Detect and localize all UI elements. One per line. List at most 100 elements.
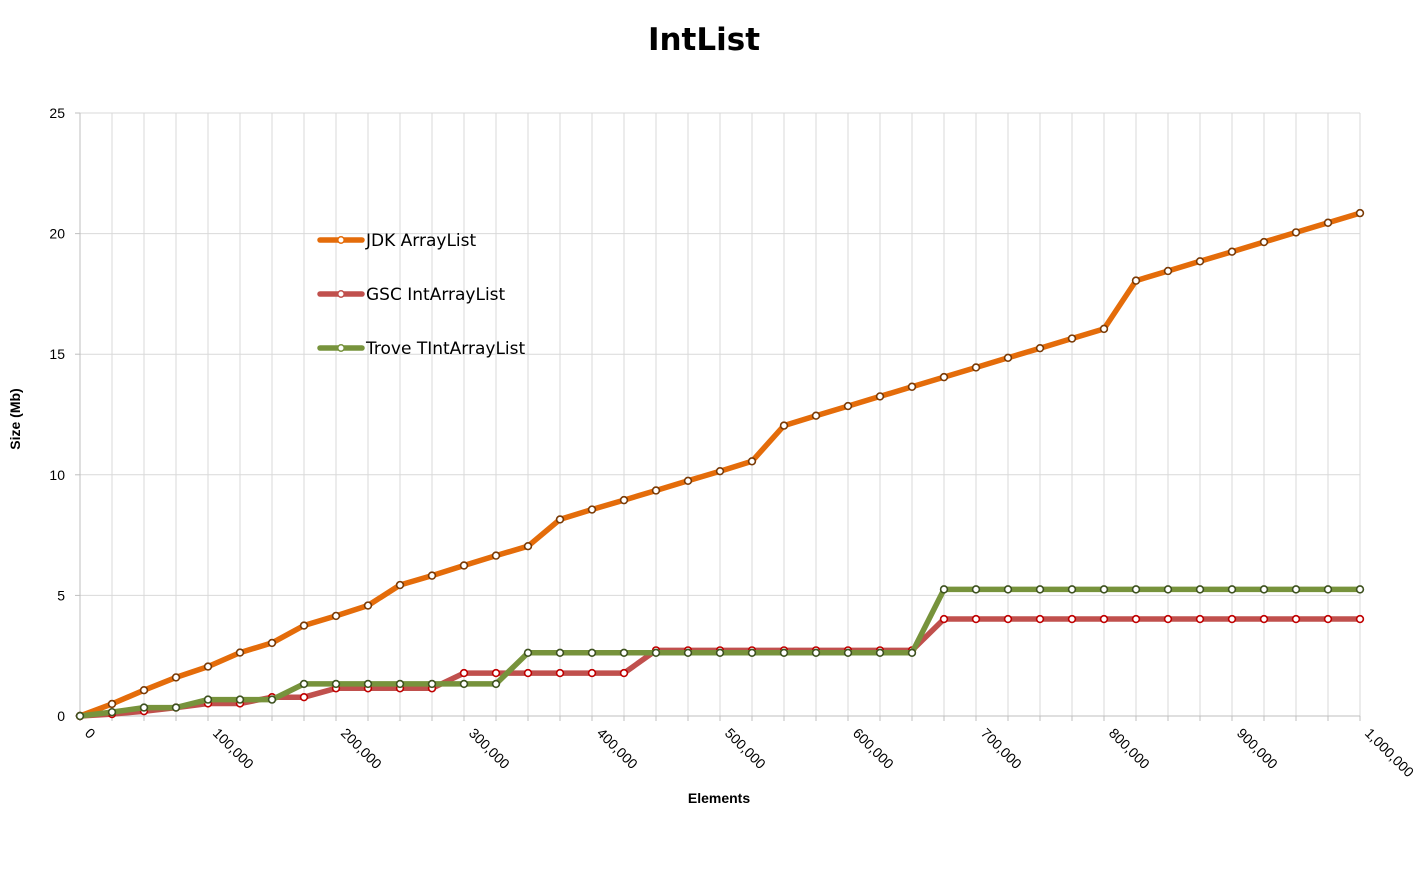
data-point xyxy=(491,679,501,689)
data-point xyxy=(619,648,629,658)
data-point xyxy=(651,486,661,495)
grid xyxy=(80,112,1361,716)
data-point xyxy=(1003,614,1013,624)
data-point xyxy=(1291,614,1301,624)
data-point xyxy=(1003,353,1013,363)
data-point xyxy=(267,638,277,648)
data-point xyxy=(875,648,885,658)
data-point xyxy=(363,679,373,689)
data-point xyxy=(363,601,373,610)
data-point xyxy=(75,711,85,721)
data-point xyxy=(779,421,789,430)
data-point xyxy=(491,551,501,560)
data-point xyxy=(1131,585,1141,594)
data-point xyxy=(427,679,437,689)
data-point xyxy=(331,611,341,621)
data-point xyxy=(331,679,341,689)
data-point xyxy=(1259,585,1269,594)
data-point xyxy=(971,363,981,372)
legend-marker xyxy=(337,344,345,352)
x-tick-label: 0 xyxy=(82,725,99,742)
series-3 xyxy=(75,585,1365,721)
data-point xyxy=(107,699,117,709)
data-point xyxy=(1099,585,1109,594)
x-axis-label: Elements xyxy=(688,790,750,806)
data-point xyxy=(1227,247,1237,256)
data-point xyxy=(1323,218,1333,227)
data-point xyxy=(459,561,469,570)
data-point xyxy=(107,707,117,717)
data-point xyxy=(1355,585,1365,594)
data-point xyxy=(747,648,757,658)
data-point xyxy=(523,648,533,658)
data-point xyxy=(139,685,149,695)
data-point xyxy=(171,673,181,682)
data-point xyxy=(1067,334,1077,343)
data-point xyxy=(811,411,821,420)
data-point xyxy=(1099,324,1109,334)
x-tick-label: 100,000 xyxy=(210,725,257,772)
data-point xyxy=(235,695,245,704)
data-point xyxy=(555,515,565,524)
data-point xyxy=(907,382,917,391)
data-point xyxy=(971,614,981,624)
legend-label: Trove TIntArrayList xyxy=(365,339,526,359)
x-tick-label: 800,000 xyxy=(1106,725,1153,772)
data-point xyxy=(939,614,949,624)
data-point xyxy=(1195,614,1205,624)
data-point xyxy=(715,466,725,476)
data-point xyxy=(1355,208,1365,218)
data-point xyxy=(939,585,949,594)
data-point xyxy=(1291,585,1301,594)
data-point xyxy=(299,679,309,689)
data-point xyxy=(1067,585,1077,594)
data-point xyxy=(299,692,309,702)
data-point xyxy=(235,648,245,657)
data-point xyxy=(1355,614,1365,624)
x-tick-label: 300,000 xyxy=(466,725,513,772)
data-point xyxy=(971,585,981,594)
y-tick-labels: 0 5 10 15 20 25 xyxy=(49,105,65,724)
data-point xyxy=(1195,585,1205,594)
data-point xyxy=(587,648,597,658)
data-point xyxy=(651,648,661,658)
y-tick-label: 0 xyxy=(57,708,65,724)
data-point xyxy=(203,695,213,704)
data-point xyxy=(1067,614,1077,624)
axes xyxy=(75,112,1361,721)
data-point xyxy=(811,648,821,658)
legend-label: JDK ArrayList xyxy=(365,231,476,251)
x-tick-labels: 0 100,000 200,000 300,000 400,000 500,000 600,… xyxy=(82,725,1418,781)
data-point xyxy=(1227,614,1237,624)
data-point xyxy=(907,648,917,658)
data-point xyxy=(619,495,629,505)
legend: JDK ArrayList GSC IntArrayList Trove TIntA… xyxy=(317,231,526,359)
data-point xyxy=(1259,237,1269,247)
x-tick-label: 900,000 xyxy=(1234,725,1281,772)
data-point xyxy=(171,703,181,712)
legend-label: GSC IntArrayList xyxy=(366,285,506,305)
data-point xyxy=(1131,276,1141,285)
chart-title: IntList xyxy=(648,22,760,58)
data-point xyxy=(683,476,693,486)
data-point xyxy=(1227,585,1237,594)
data-point xyxy=(715,648,725,658)
data-point xyxy=(1163,614,1173,624)
data-point xyxy=(203,662,213,671)
y-tick-label: 15 xyxy=(49,346,65,362)
x-tick-label: 200,000 xyxy=(338,725,385,772)
series-lines xyxy=(75,208,1365,721)
data-point xyxy=(491,668,501,678)
legend-marker xyxy=(337,290,345,298)
x-tick-label: 1,000,000 xyxy=(1362,725,1418,781)
data-point xyxy=(1035,343,1045,353)
y-tick-label: 10 xyxy=(49,467,65,483)
data-point xyxy=(1099,614,1109,624)
data-point xyxy=(1323,585,1333,594)
data-point xyxy=(587,668,597,678)
data-point xyxy=(523,668,533,678)
legend-marker xyxy=(337,236,345,244)
data-point xyxy=(299,621,309,630)
data-point xyxy=(779,648,789,658)
